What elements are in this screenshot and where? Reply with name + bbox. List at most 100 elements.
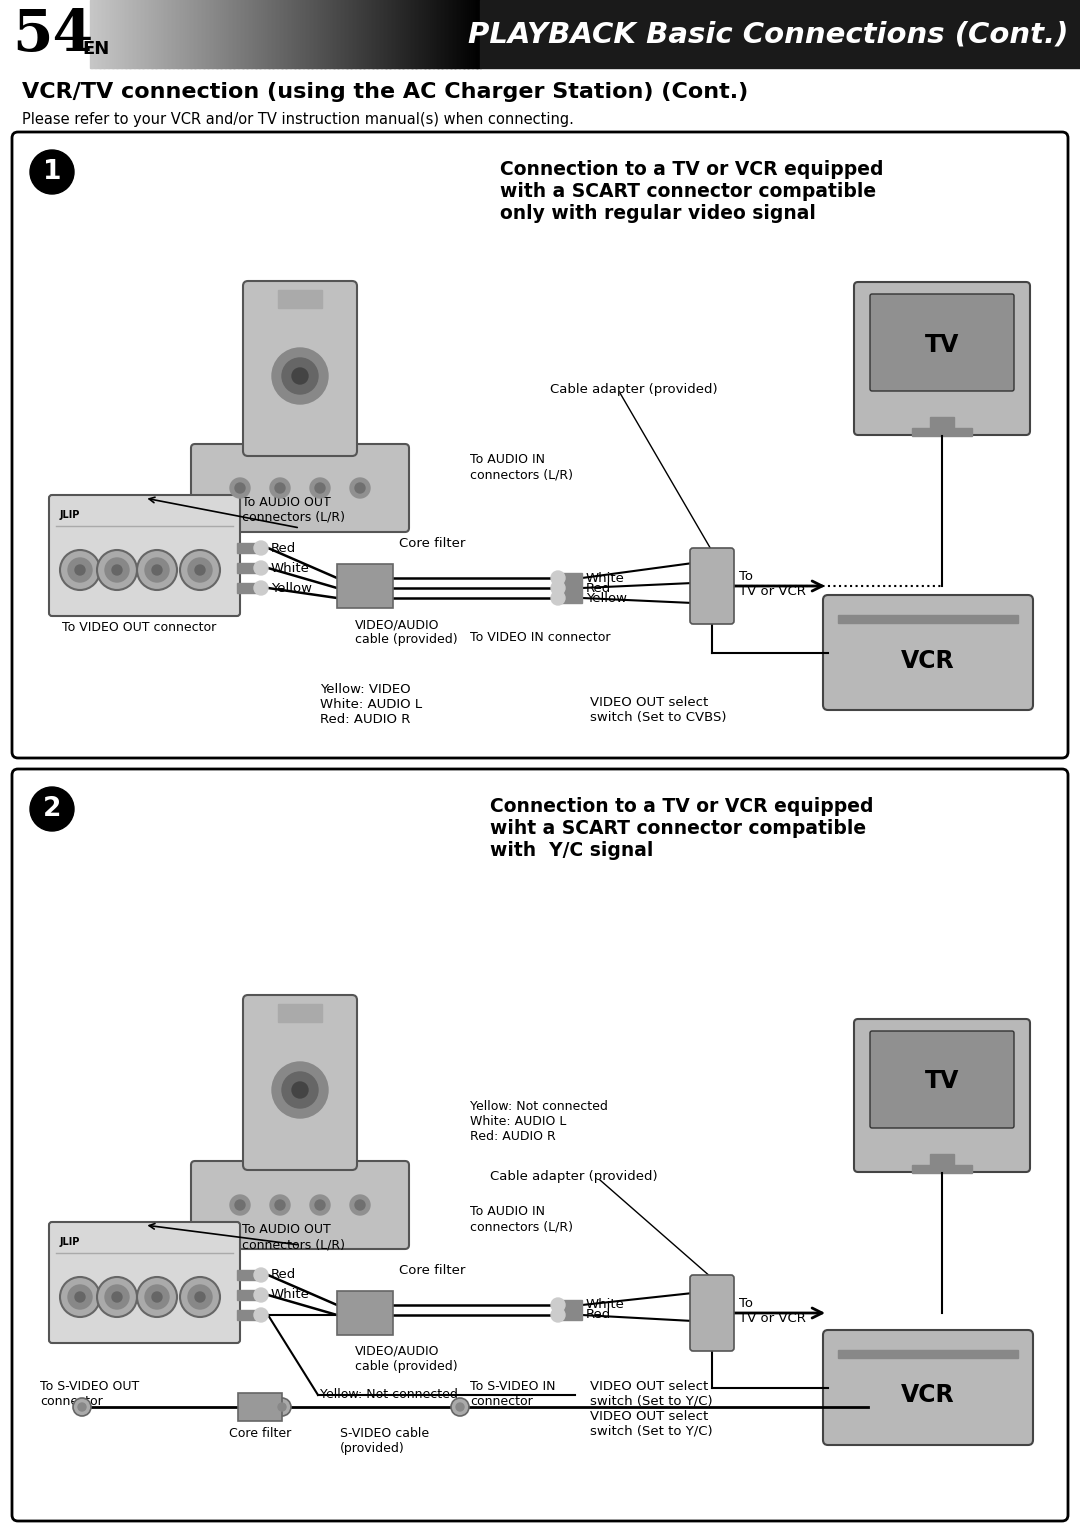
Circle shape	[551, 1308, 565, 1321]
Bar	[249, 0, 252, 67]
Circle shape	[30, 150, 75, 195]
Bar	[472, 0, 474, 67]
Bar	[329, 0, 330, 67]
Bar	[467, 0, 469, 67]
Bar	[355, 0, 357, 67]
Text: Yellow: VIDEO
White: AUDIO L
Red: AUDIO R: Yellow: VIDEO White: AUDIO L Red: AUDIO …	[320, 684, 422, 727]
Bar	[376, 0, 378, 67]
Bar	[163, 0, 164, 67]
Bar	[133, 0, 135, 67]
Bar	[324, 0, 326, 67]
Bar	[459, 0, 461, 67]
Circle shape	[188, 1285, 212, 1309]
Bar	[145, 0, 147, 67]
Bar	[469, 0, 470, 67]
Bar	[237, 0, 239, 67]
Bar	[293, 0, 295, 67]
Circle shape	[75, 566, 85, 575]
Bar	[471, 0, 473, 67]
Circle shape	[30, 786, 75, 831]
Bar	[183, 0, 184, 67]
Bar	[269, 0, 271, 67]
Circle shape	[235, 483, 245, 494]
Circle shape	[270, 1196, 291, 1216]
Bar	[189, 0, 190, 67]
Bar	[299, 0, 301, 67]
FancyBboxPatch shape	[191, 1160, 409, 1249]
Circle shape	[315, 483, 325, 494]
Bar	[300, 0, 302, 67]
Bar	[190, 0, 192, 67]
Text: 54: 54	[12, 8, 93, 63]
Bar	[237, 1311, 259, 1320]
Circle shape	[105, 1285, 129, 1309]
Bar	[413, 0, 415, 67]
Bar	[434, 0, 436, 67]
Bar	[95, 0, 97, 67]
Text: To AUDIO IN
connectors (L/R): To AUDIO IN connectors (L/R)	[470, 452, 573, 481]
Text: Core filter: Core filter	[399, 537, 465, 550]
Bar	[132, 0, 134, 67]
Bar	[168, 0, 170, 67]
Bar	[456, 0, 457, 67]
Bar	[92, 0, 93, 67]
Bar	[188, 0, 189, 67]
Bar	[333, 0, 335, 67]
Bar	[108, 0, 110, 67]
Bar	[561, 1300, 582, 1311]
Bar	[337, 564, 393, 609]
Bar	[381, 0, 383, 67]
Bar	[362, 0, 364, 67]
Bar	[473, 0, 475, 67]
Bar	[561, 583, 582, 593]
FancyBboxPatch shape	[191, 445, 409, 532]
Bar	[211, 0, 213, 67]
Bar	[173, 0, 175, 67]
Circle shape	[68, 558, 92, 583]
Text: Yellow: Yellow	[586, 592, 627, 604]
Bar	[375, 0, 377, 67]
Bar	[305, 0, 307, 67]
Circle shape	[451, 1398, 469, 1416]
Bar	[260, 0, 262, 67]
Text: To VIDEO IN connector: To VIDEO IN connector	[470, 632, 610, 644]
Bar	[436, 0, 437, 67]
Circle shape	[272, 348, 328, 405]
Bar	[457, 0, 458, 67]
Bar	[203, 0, 205, 67]
Bar	[158, 0, 160, 67]
Bar	[166, 0, 168, 67]
Bar	[411, 0, 413, 67]
Bar	[445, 0, 447, 67]
Circle shape	[278, 1403, 286, 1410]
Bar	[424, 0, 426, 67]
Bar	[427, 0, 429, 67]
Bar	[475, 0, 476, 67]
FancyBboxPatch shape	[854, 282, 1030, 435]
Bar	[152, 0, 154, 67]
Bar	[253, 0, 254, 67]
Bar	[234, 0, 237, 67]
Bar	[930, 1154, 954, 1168]
Bar	[354, 0, 355, 67]
Text: PLAYBACK Basic Connections (Cont.): PLAYBACK Basic Connections (Cont.)	[468, 20, 1068, 48]
Circle shape	[282, 359, 318, 394]
Text: Red: Red	[271, 541, 296, 555]
Bar	[297, 0, 298, 67]
Bar	[312, 0, 314, 67]
Text: To
TV or VCR: To TV or VCR	[739, 570, 806, 598]
Bar	[259, 0, 260, 67]
Bar	[256, 0, 258, 67]
Circle shape	[97, 550, 137, 590]
Bar	[388, 0, 390, 67]
Bar	[201, 0, 202, 67]
Circle shape	[270, 478, 291, 498]
Text: VIDEO OUT select
switch (Set to CVBS): VIDEO OUT select switch (Set to CVBS)	[590, 696, 727, 724]
Circle shape	[254, 1308, 268, 1321]
Bar	[119, 0, 120, 67]
Bar	[135, 0, 137, 67]
Bar	[228, 0, 230, 67]
Bar	[912, 428, 972, 435]
Bar	[369, 0, 372, 67]
Bar	[207, 0, 208, 67]
